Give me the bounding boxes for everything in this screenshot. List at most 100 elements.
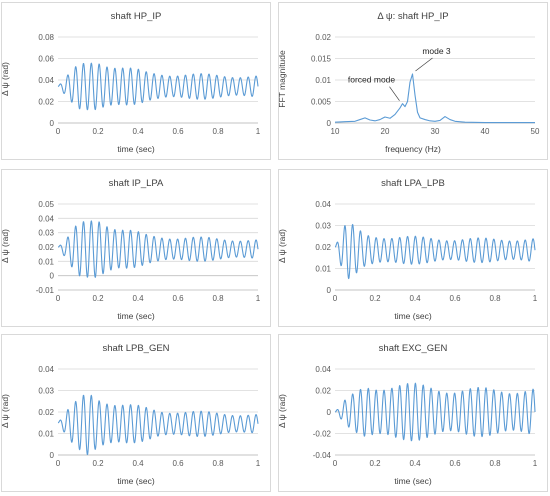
- chart-panel-lpa-lpb: 0 0.01 0.02 0.03 0.04 0 0.2 0.4 0.6 0.8 1 shaft LP…: [277, 169, 548, 327]
- y-axis-label: Δ ψ (rad): [277, 229, 287, 263]
- x-tick-label: 0.6: [172, 294, 184, 303]
- y-tick-label: 0.04: [315, 200, 331, 209]
- y-tick-label: 0: [327, 119, 332, 128]
- plot-svg: 0 0.01 0.02 0.03 0.04 0 0.2 0.4 0.6 0.8 1: [315, 200, 538, 303]
- x-tick-label: 30: [431, 127, 440, 136]
- chart-title: Δ ψ: shaft HP_IP: [377, 11, 449, 22]
- x-tick-label: 40: [481, 127, 490, 136]
- chart-title: shaft IP_LPA: [108, 178, 164, 189]
- x-tick-label: 0.2: [92, 127, 104, 136]
- x-tick-label: 0.2: [92, 459, 104, 468]
- series-line: [57, 394, 259, 456]
- x-tick-label: 0.4: [409, 294, 421, 303]
- x-tick-label: 0.8: [212, 127, 224, 136]
- y-tick-label: 0.05: [38, 200, 54, 209]
- x-axis-label: frequency (Hz): [385, 144, 441, 154]
- y-tick-label: -0.02: [313, 430, 332, 439]
- chart-title: shaft LPB_GEN: [102, 343, 170, 354]
- chart-title: shaft EXC_GEN: [378, 343, 448, 354]
- chart-title: shaft HP_IP: [110, 11, 162, 22]
- y-tick-label: 0: [327, 408, 332, 417]
- y-axis-label: Δ ψ (rad): [0, 62, 10, 96]
- plot-svg: 0 0.005 0.01 0.015 0.02 10 20 30 40 50 forced mode…: [311, 33, 540, 136]
- x-tick-label: 0.4: [409, 459, 421, 468]
- chart-panel-lpb-gen: 0 0.01 0.02 0.03 0.04 0 0.2 0.4 0.6 0.8 1 shaft LP…: [0, 334, 271, 492]
- annotation-label: forced mode: [348, 75, 396, 85]
- y-tick-label: 0.08: [38, 33, 54, 42]
- x-tick-label: 1: [533, 294, 538, 303]
- y-tick-label: 0.03: [38, 229, 54, 238]
- y-tick-label: -0.01: [36, 286, 55, 295]
- y-tick-label: 0.01: [38, 257, 54, 266]
- x-tick-label: 1: [256, 127, 261, 136]
- x-axis-label: time (sec): [117, 476, 155, 486]
- series-line: [334, 73, 535, 124]
- y-tick-label: 0: [50, 272, 55, 281]
- x-tick-label: 0: [333, 459, 338, 468]
- y-tick-label: 0: [50, 119, 55, 128]
- y-tick-label: 0.02: [38, 243, 54, 252]
- annotation-arrow: [415, 57, 433, 72]
- x-tick-label: 1: [256, 459, 261, 468]
- chart-panel-fft: 0 0.005 0.01 0.015 0.02 10 20 30 40 50 forced mode…: [277, 2, 548, 160]
- chart-panel-ip-lpa: -0.01 0 0.01 0.02 0.03 0.04 0.05 0 0.2 0.4 0.6 0.8 1…: [0, 169, 271, 327]
- x-tick-label: 0.4: [132, 459, 144, 468]
- x-tick-label: 0.4: [132, 127, 144, 136]
- series-line: [57, 62, 259, 111]
- x-tick-label: 0.8: [212, 459, 224, 468]
- x-tick-label: 0.6: [449, 294, 461, 303]
- x-tick-label: 0: [56, 459, 61, 468]
- y-tick-label: 0.02: [315, 243, 331, 252]
- y-tick-label: 0: [327, 286, 332, 295]
- y-axis-label: FFT magnitude: [277, 50, 287, 108]
- y-axis-label: Δ ψ (rad): [277, 394, 287, 428]
- series-line: [334, 382, 536, 442]
- y-tick-label: -0.04: [313, 451, 332, 460]
- y-tick-label: 0.04: [38, 76, 54, 85]
- x-tick-label: 0.4: [132, 294, 144, 303]
- y-tick-label: 0.04: [315, 365, 331, 374]
- x-tick-label: 0.8: [489, 459, 501, 468]
- chart-panel-hp-ip: 0 0.02 0.04 0.06 0.08 0 0.2 0.4 0.6 0.8 1 shaft HP…: [0, 2, 271, 160]
- annotation-label: mode 3: [422, 46, 451, 56]
- y-tick-label: 0.02: [38, 408, 54, 417]
- x-tick-label: 50: [531, 127, 540, 136]
- annotation-arrow: [389, 86, 400, 101]
- y-tick-label: 0: [50, 451, 55, 460]
- y-tick-label: 0.005: [311, 98, 332, 107]
- y-tick-label: 0.02: [38, 98, 54, 107]
- x-tick-label: 0: [333, 294, 338, 303]
- x-tick-label: 0.2: [369, 294, 381, 303]
- x-tick-label: 1: [256, 294, 261, 303]
- x-tick-label: 0: [56, 127, 61, 136]
- x-tick-label: 0.2: [92, 294, 104, 303]
- y-tick-label: 0.01: [315, 76, 331, 85]
- x-tick-label: 0: [56, 294, 61, 303]
- chart-panel-exc-gen: -0.04 -0.02 0 0.02 0.04 0 0.2 0.4 0.6 0.8 1 shaft …: [277, 334, 548, 492]
- y-tick-label: 0.01: [315, 265, 331, 274]
- series-line: [334, 223, 536, 280]
- y-tick-label: 0.04: [38, 214, 54, 223]
- y-tick-label: 0.02: [315, 387, 331, 396]
- y-tick-label: 0.015: [311, 55, 332, 64]
- x-axis-label: time (sec): [394, 311, 432, 321]
- x-tick-label: 0.6: [449, 459, 461, 468]
- y-tick-label: 0.03: [38, 387, 54, 396]
- chart-title: shaft LPA_LPB: [381, 178, 445, 189]
- y-tick-label: 0.02: [315, 33, 331, 42]
- y-tick-label: 0.03: [315, 222, 331, 231]
- x-axis-label: time (sec): [394, 476, 432, 486]
- x-tick-label: 0.8: [489, 294, 501, 303]
- x-tick-label: 0.6: [172, 459, 184, 468]
- plot-svg: 0 0.01 0.02 0.03 0.04 0 0.2 0.4 0.6 0.8 1: [38, 365, 261, 468]
- plot-svg: 0 0.02 0.04 0.06 0.08 0 0.2 0.4 0.6 0.8 1: [38, 33, 261, 136]
- y-tick-label: 0.06: [38, 55, 54, 64]
- x-tick-label: 1: [533, 459, 538, 468]
- x-tick-label: 0.6: [172, 127, 184, 136]
- series-line: [57, 220, 259, 278]
- y-tick-label: 0.01: [38, 430, 54, 439]
- x-axis-label: time (sec): [117, 311, 155, 321]
- x-axis-label: time (sec): [117, 144, 155, 154]
- y-axis-label: Δ ψ (rad): [0, 229, 10, 263]
